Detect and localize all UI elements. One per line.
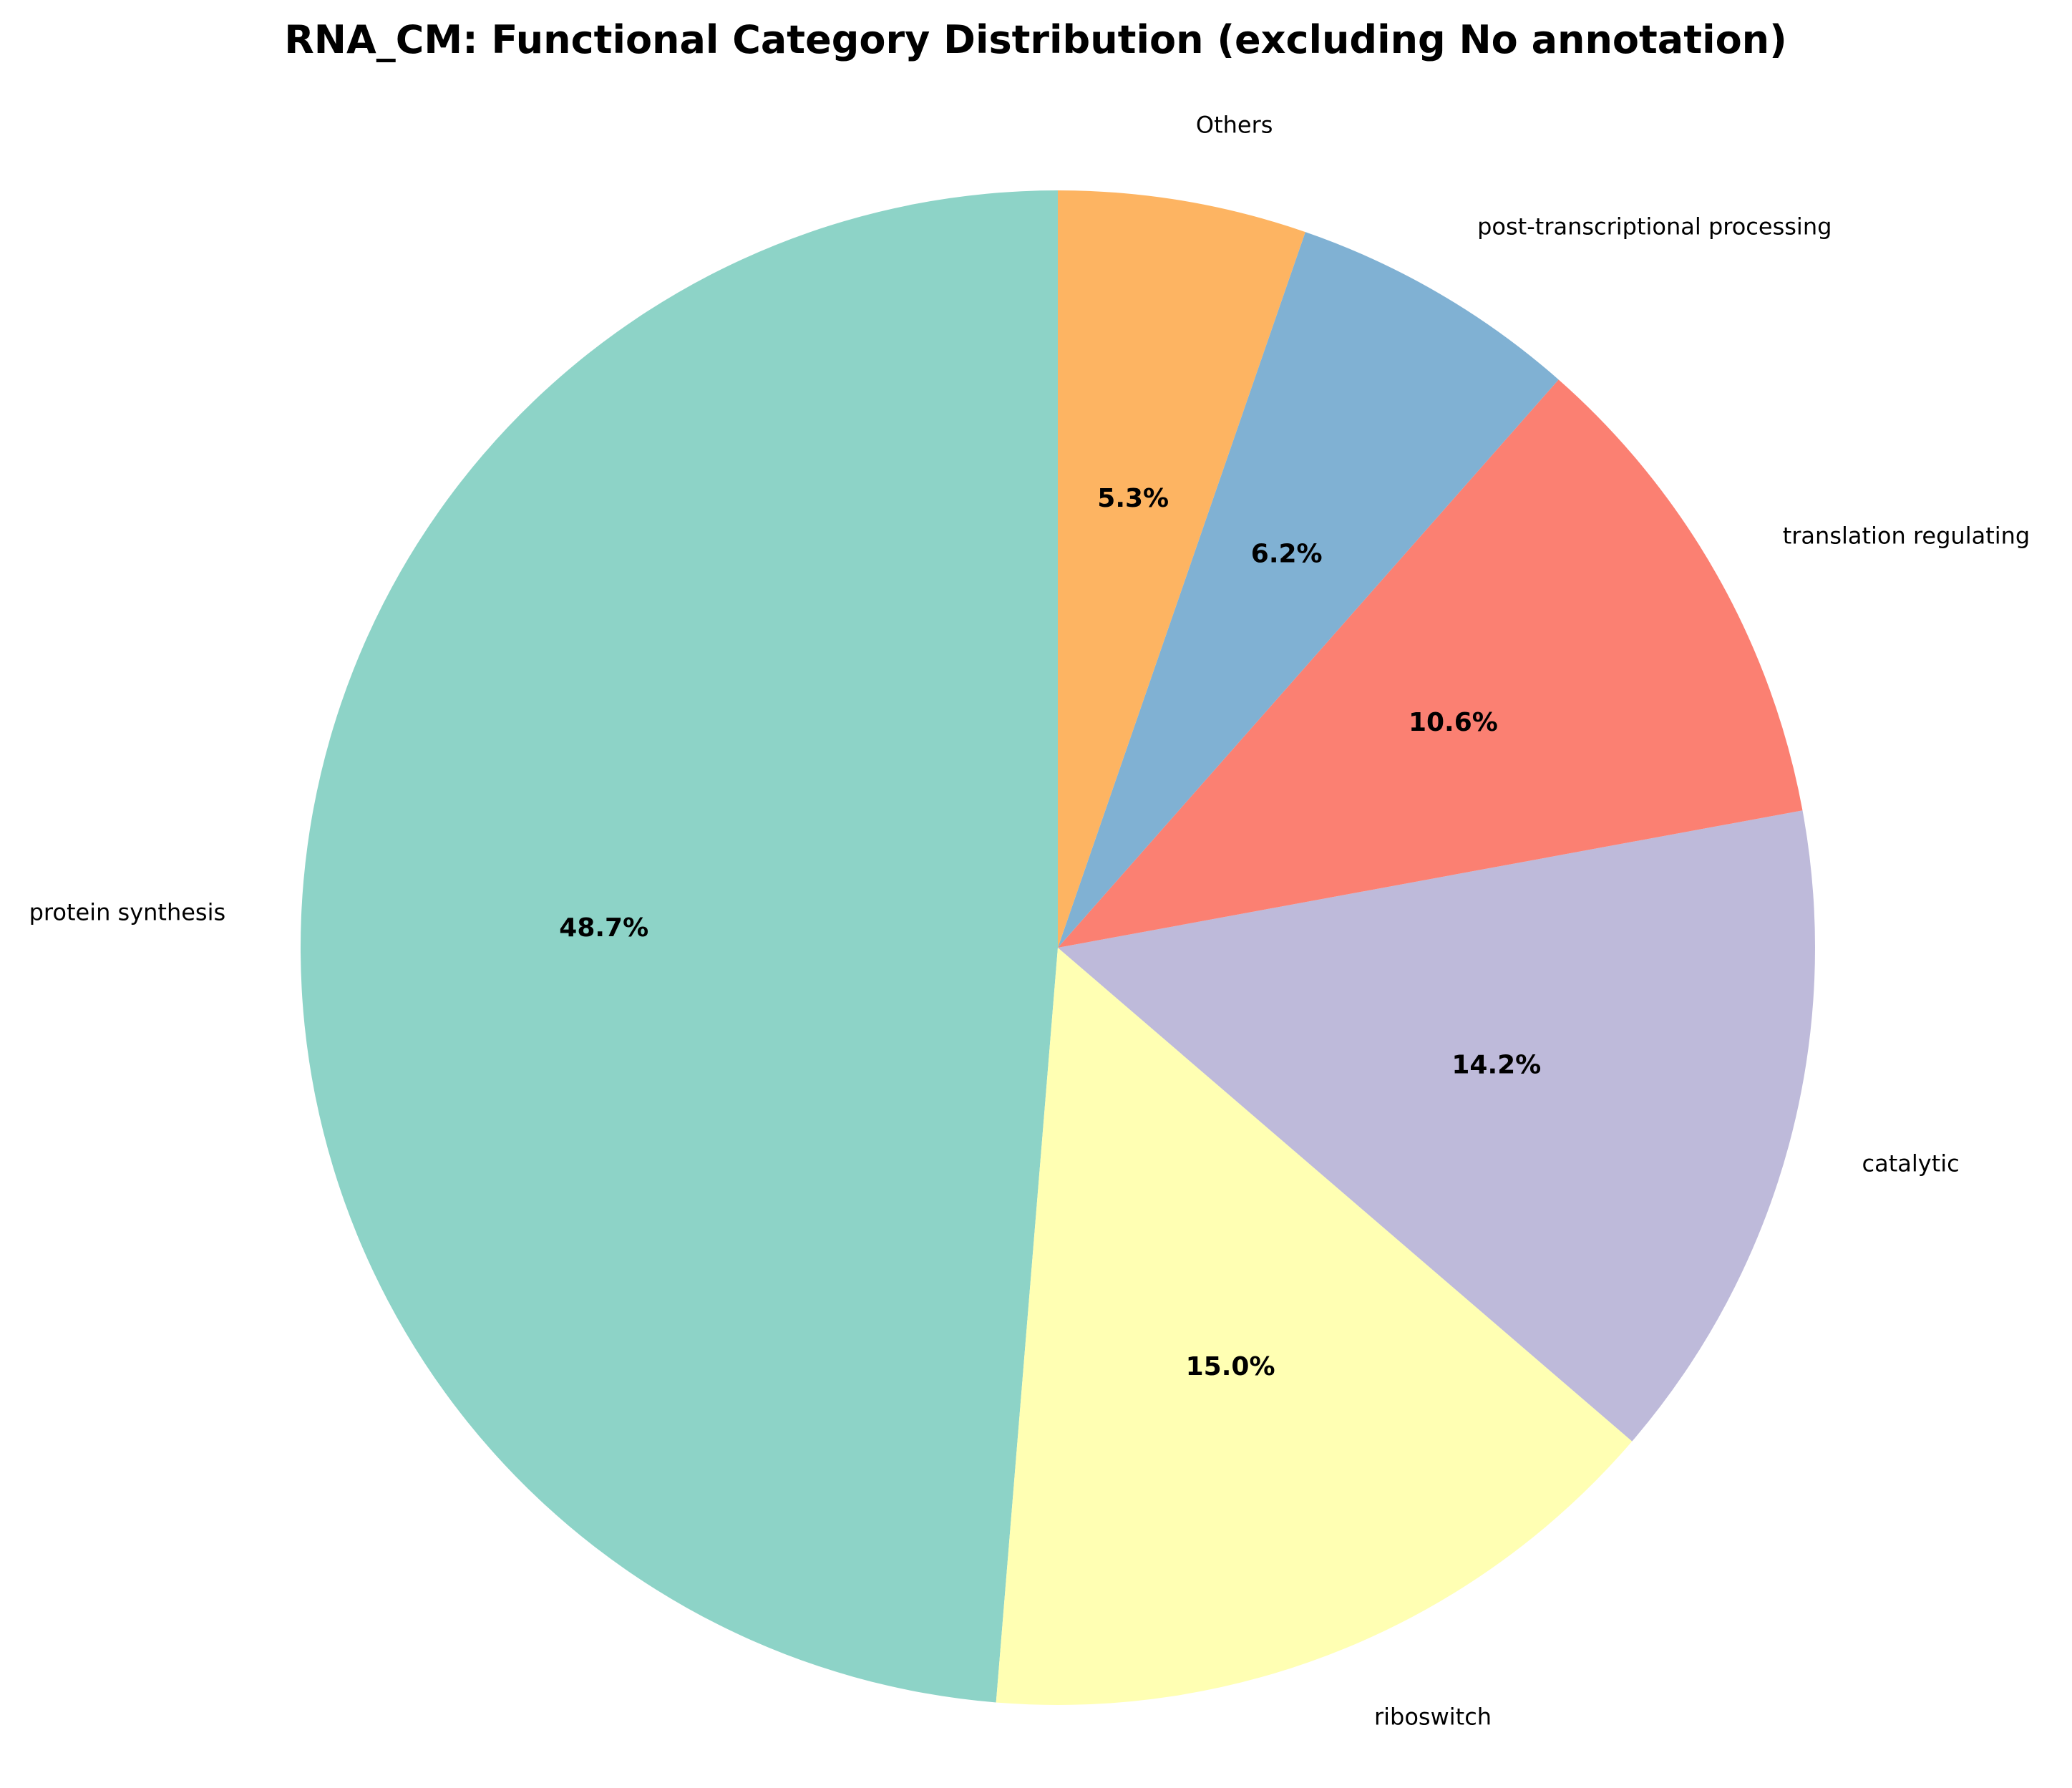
slice-label-post-transcriptional-processing: post-transcriptional processing <box>1477 213 1832 240</box>
pct-label-translation-regulating: 10.6% <box>1409 708 1498 737</box>
pct-label-post-transcriptional-processing: 6.2% <box>1251 540 1323 569</box>
slice-labels: protein synthesis riboswitch catalytic tran… <box>29 111 2030 1730</box>
pie-slices <box>300 190 1815 1705</box>
slice-label-others: Others <box>1196 111 1273 138</box>
pct-label-riboswitch: 15.0% <box>1186 1352 1275 1381</box>
pct-label-catalytic: 14.2% <box>1451 1051 1541 1080</box>
pie-slice-translation-regulating <box>1058 379 1803 948</box>
pct-label-protein-synthesis: 48.7% <box>559 913 648 943</box>
slice-label-catalytic: catalytic <box>1862 1150 1960 1177</box>
pct-label-others: 5.3% <box>1097 484 1169 513</box>
percentage-labels: 48.7% 15.0% 14.2% 10.6% 6.2% 5.3% <box>559 484 1541 1381</box>
pie-slice-catalytic <box>1058 810 1815 1442</box>
pie-slice-others <box>1058 190 1305 948</box>
pie-slice-post-transcriptional-processing <box>1058 232 1559 948</box>
pie-slice-protein-synthesis <box>300 190 1059 1703</box>
slice-label-riboswitch: riboswitch <box>1374 1704 1492 1731</box>
slice-label-protein-synthesis: protein synthesis <box>29 898 226 925</box>
chart-title: RNA_CM: Functional Category Distribution… <box>284 17 1787 62</box>
pie-slice-riboswitch <box>996 948 1633 1705</box>
slice-label-translation-regulating: translation regulating <box>1783 523 2030 550</box>
